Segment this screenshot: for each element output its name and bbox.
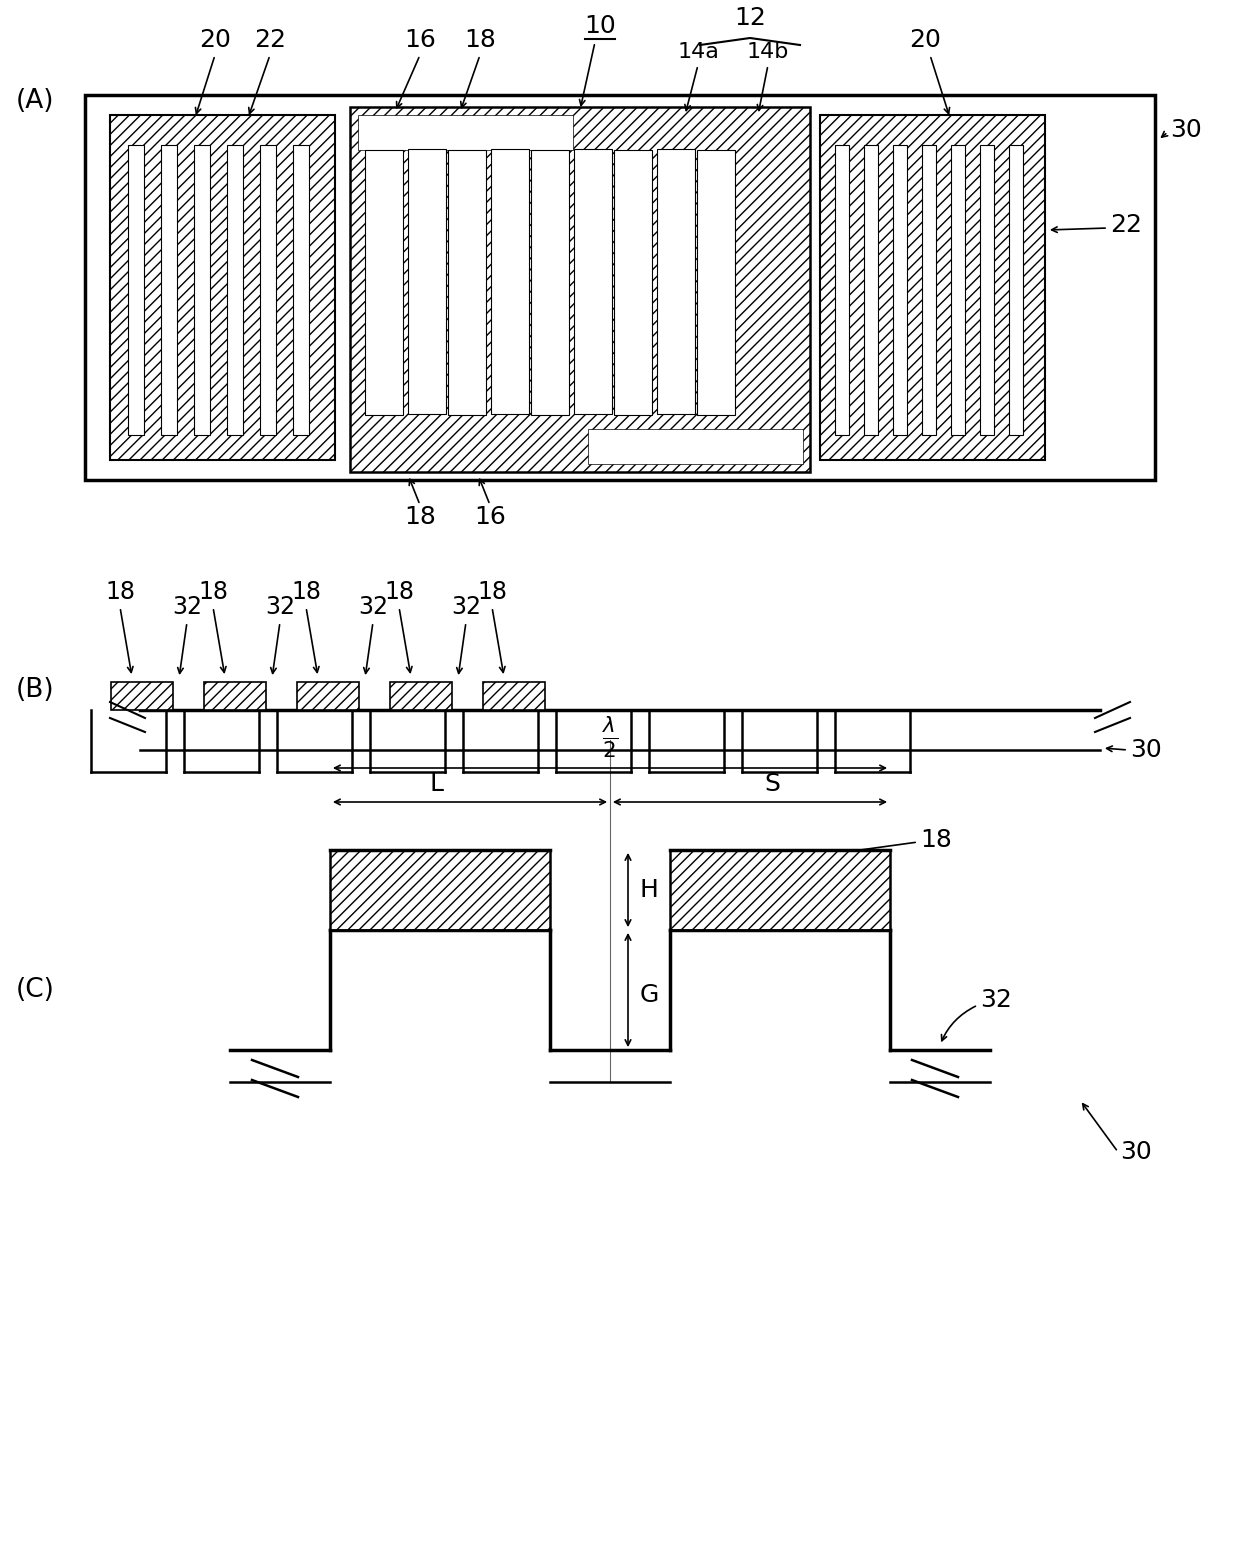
Text: 16: 16 (474, 505, 506, 529)
Bar (574, 150, 613, 413)
Text: 30: 30 (1130, 738, 1162, 761)
Text: 14b: 14b (746, 42, 789, 62)
Text: 16: 16 (404, 28, 436, 51)
Text: 32: 32 (265, 594, 295, 619)
Text: L: L (429, 772, 444, 796)
Text: 22: 22 (1110, 214, 1142, 237)
Text: 22: 22 (254, 28, 286, 51)
Text: 30: 30 (1120, 1140, 1152, 1164)
Text: 20: 20 (200, 28, 231, 51)
Bar (923, 145, 936, 435)
Bar (835, 145, 849, 435)
Text: 18: 18 (477, 580, 507, 604)
Text: $\frac{\lambda}{2}$: $\frac{\lambda}{2}$ (601, 714, 619, 760)
Text: (A): (A) (16, 87, 55, 114)
Text: 14a: 14a (677, 42, 719, 62)
Bar (110, 115, 335, 460)
Text: 12: 12 (734, 6, 766, 30)
Bar (391, 682, 453, 710)
Bar (491, 150, 529, 413)
Text: S: S (765, 772, 780, 796)
Text: 10: 10 (584, 14, 616, 37)
Bar (193, 145, 210, 435)
Bar (293, 145, 309, 435)
Bar (531, 150, 569, 415)
Bar (330, 850, 551, 930)
Bar (588, 429, 804, 463)
Bar (448, 150, 486, 415)
Bar (820, 115, 1045, 460)
Bar (350, 108, 810, 473)
Bar (260, 145, 277, 435)
Text: 32: 32 (451, 594, 481, 619)
Bar (670, 850, 890, 930)
Bar (365, 150, 403, 415)
Bar (697, 150, 735, 415)
Text: 18: 18 (404, 505, 436, 529)
Bar (112, 682, 174, 710)
Text: 18: 18 (291, 580, 321, 604)
Bar (614, 150, 652, 415)
Bar (864, 145, 878, 435)
Text: 18: 18 (105, 580, 135, 604)
Bar (86, 95, 1154, 480)
Text: 18: 18 (384, 580, 414, 604)
Bar (1009, 145, 1023, 435)
Bar (205, 682, 267, 710)
Bar (298, 682, 360, 710)
Bar (161, 145, 177, 435)
Text: (B): (B) (16, 677, 55, 704)
Bar (128, 145, 144, 435)
Text: (C): (C) (16, 977, 55, 1003)
Text: 18: 18 (464, 28, 496, 51)
Text: 32: 32 (358, 594, 388, 619)
Text: 18: 18 (920, 828, 952, 852)
Text: 30: 30 (1171, 119, 1202, 142)
Bar (657, 150, 694, 413)
Text: 18: 18 (198, 580, 228, 604)
Bar (408, 150, 446, 413)
Bar (980, 145, 994, 435)
Text: G: G (640, 983, 660, 1008)
Text: H: H (640, 878, 658, 902)
Text: 32: 32 (172, 594, 202, 619)
Bar (951, 145, 965, 435)
Text: 20: 20 (909, 28, 941, 51)
Bar (484, 682, 546, 710)
Bar (893, 145, 906, 435)
Text: 32: 32 (980, 987, 1012, 1012)
Bar (227, 145, 243, 435)
Bar (358, 115, 573, 150)
